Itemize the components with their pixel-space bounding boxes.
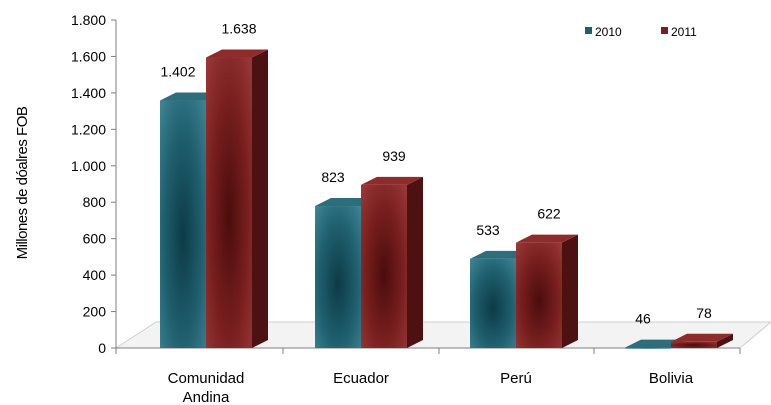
y-tick-label: 0	[98, 340, 106, 356]
x-category-label: Ecuador	[333, 370, 389, 387]
bar-side	[407, 176, 423, 348]
bars	[160, 49, 733, 349]
y-tick-label: 1.400	[71, 85, 106, 101]
legend-swatch-2011	[661, 27, 668, 34]
data-label-2011: 622	[537, 206, 561, 222]
bar-side	[562, 234, 578, 348]
x-category-label: Perú	[500, 370, 532, 387]
legend-label-2010: 2010	[595, 25, 622, 39]
legend-label-2011: 2011	[671, 25, 697, 39]
x-category-label: Comunidad	[168, 370, 245, 387]
bar-front	[160, 100, 206, 348]
bar-side	[717, 333, 733, 348]
y-tick-label: 1.000	[71, 158, 106, 174]
x-axis: Comunidad Andina Ecuador Perú Bolivia	[115, 347, 741, 405]
bar-front	[470, 258, 516, 348]
bar-2011-1	[361, 176, 423, 348]
y-tick-label: 800	[83, 194, 107, 210]
y-tick-label: 1.600	[71, 48, 106, 64]
x-category-label: Andina	[183, 389, 230, 405]
y-tick-label: 600	[83, 231, 107, 247]
y-tick-label: 1.800	[71, 12, 106, 28]
bar-front	[315, 206, 361, 348]
data-label-2011: 939	[382, 148, 406, 164]
legend-swatch-2010	[585, 27, 592, 34]
y-tick-label: 400	[83, 267, 107, 283]
data-label-2010: 823	[321, 169, 345, 185]
data-label-2011: 1.638	[221, 21, 256, 37]
data-labels: 1.402 1.638 823 939 533 622 46 78	[160, 21, 712, 327]
bar-top	[361, 176, 423, 185]
bar-front	[361, 184, 407, 348]
y-axis: 0 200 400 600 800 1.000 1.200 1.400 1.600 1.800	[71, 12, 117, 356]
bar-front	[516, 242, 562, 348]
bar-2011-2	[516, 234, 578, 348]
bar-top	[206, 49, 268, 58]
y-tick-label: 200	[83, 304, 107, 320]
data-label-2011: 78	[696, 305, 712, 321]
bar-2011-3	[671, 333, 733, 348]
data-label-2010: 46	[635, 311, 651, 327]
legend: 2010 2011	[585, 25, 697, 39]
data-label-2010: 1.402	[160, 64, 195, 80]
bar-top	[516, 234, 578, 243]
y-axis-label: Millones de dóalres FOB	[14, 106, 31, 259]
bar-front	[671, 341, 717, 348]
bar-front	[206, 57, 252, 349]
data-label-2010: 533	[476, 222, 500, 238]
bar-front	[625, 347, 671, 349]
bar-side	[252, 49, 268, 349]
bar-top	[671, 333, 733, 342]
y-tick-label: 1.200	[71, 121, 106, 137]
x-category-label: Bolivia	[649, 370, 694, 387]
bar-2011-0	[206, 49, 268, 349]
